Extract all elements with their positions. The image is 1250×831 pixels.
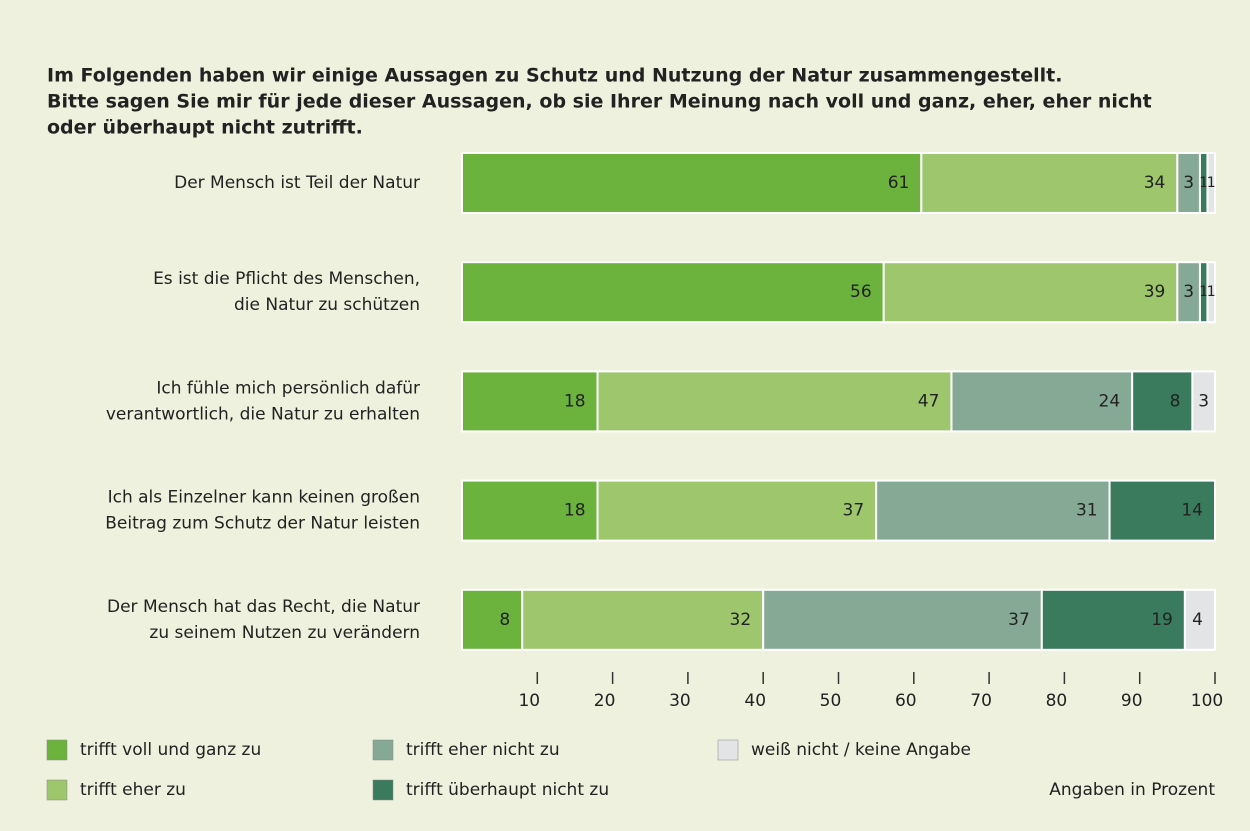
value-label: 19 (1151, 610, 1173, 630)
category-label: Der Mensch hat das Recht, die Natur (107, 597, 420, 617)
x-tick-label: 100 (1191, 691, 1223, 711)
legend-label: trifft eher zu (80, 780, 186, 800)
value-label: 61 (888, 173, 910, 193)
legend-swatch (372, 739, 394, 761)
value-label: 8 (499, 610, 510, 630)
bar-segment (762, 588, 1043, 651)
value-label: 1 (1207, 175, 1216, 191)
bar-segment (1131, 370, 1194, 433)
chart-title: oder überhaupt nicht zutrifft. (47, 117, 363, 139)
value-label: 3 (1183, 173, 1194, 193)
bar-segment (1040, 588, 1186, 651)
x-tick-label: 20 (594, 691, 616, 711)
legend-swatch (372, 779, 394, 801)
bar-segment (1108, 479, 1216, 542)
value-label: 24 (1099, 391, 1121, 411)
legend-label: trifft eher nicht zu (406, 740, 560, 760)
value-label: 32 (730, 610, 752, 630)
bar-segment (461, 479, 599, 542)
bar-segment (461, 588, 524, 651)
bar-segment (1206, 152, 1216, 214)
value-label: 37 (843, 501, 865, 521)
chart-title: Bitte sagen Sie mir für jede dieser Auss… (47, 91, 1152, 113)
bar-segment (1191, 370, 1217, 433)
category-label: Ich als Einzelner kann keinen großen (108, 488, 420, 508)
category-label: verantwortlich, die Natur zu erhalten (106, 404, 420, 424)
category-label: die Natur zu schützen (234, 295, 420, 315)
value-label: 18 (564, 391, 586, 411)
legend-swatch (46, 739, 68, 761)
x-tick-label: 80 (1046, 691, 1068, 711)
legend-swatch (717, 739, 739, 761)
value-label: 3 (1198, 391, 1209, 411)
value-label: 31 (1076, 501, 1098, 521)
value-label: 47 (918, 391, 940, 411)
bar-segment (596, 479, 878, 542)
legend-label: trifft überhaupt nicht zu (406, 780, 609, 800)
chart-title: Im Folgenden haben wir einige Aussagen z… (47, 65, 1062, 87)
value-label: 37 (1008, 610, 1030, 630)
value-label: 1 (1199, 284, 1208, 300)
category-label: Der Mensch ist Teil der Natur (174, 173, 420, 193)
category-label: Es ist die Pflicht des Menschen, (153, 269, 420, 289)
x-tick-label: 90 (1121, 691, 1143, 711)
value-label: 18 (564, 501, 586, 521)
legend-label: weiß nicht / keine Angabe (751, 740, 971, 760)
bar-segment (875, 479, 1111, 542)
x-tick-label: 70 (970, 691, 992, 711)
x-tick-label: 60 (895, 691, 917, 711)
value-label: 8 (1170, 391, 1181, 411)
category-label: zu seinem Nutzen zu verändern (149, 623, 420, 643)
value-label: 39 (1144, 282, 1166, 302)
value-label: 56 (850, 282, 872, 302)
bar-segment (461, 152, 923, 214)
legend-swatch (46, 779, 68, 801)
bar-segment (882, 261, 1179, 324)
value-label: 4 (1192, 610, 1203, 630)
note: Angaben in Prozent (1049, 780, 1215, 800)
legend-label: trifft voll und ganz zu (80, 740, 261, 760)
bar-segment (950, 370, 1134, 433)
bar-segment (461, 370, 599, 433)
bar-segment (1183, 588, 1217, 651)
value-label: 1 (1207, 284, 1216, 300)
value-label: 1 (1199, 175, 1208, 191)
category-label: Ich fühle mich persönlich dafür (156, 378, 420, 398)
category-label: Beitrag zum Schutz der Natur leisten (105, 514, 420, 534)
bar-segment (920, 152, 1179, 214)
value-label: 34 (1144, 173, 1166, 193)
bar-segment (461, 261, 885, 324)
bar-segment (1206, 261, 1216, 324)
x-tick-label: 30 (669, 691, 691, 711)
x-tick-label: 40 (744, 691, 766, 711)
bar-segment (596, 370, 953, 433)
x-tick-label: 50 (820, 691, 842, 711)
value-label: 3 (1183, 282, 1194, 302)
x-tick-label: 10 (518, 691, 540, 711)
bar-segment (521, 588, 765, 651)
value-label: 14 (1181, 501, 1203, 521)
